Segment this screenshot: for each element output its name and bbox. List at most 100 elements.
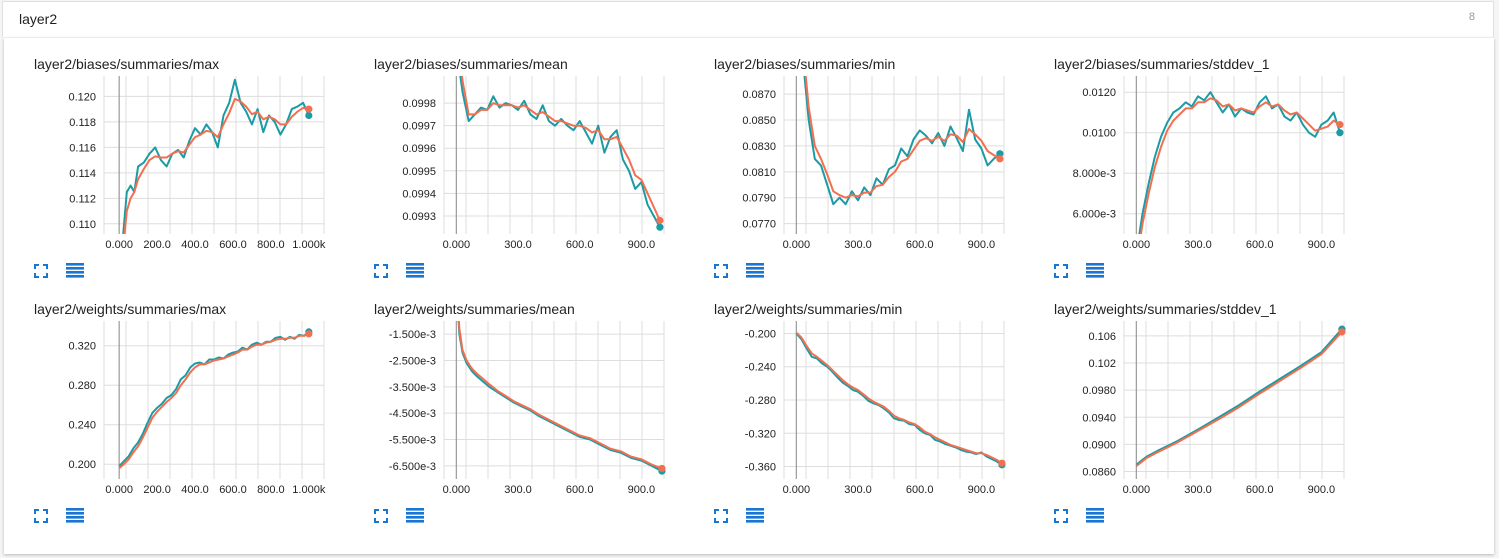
x-tick-label: 300.0 bbox=[844, 484, 872, 496]
chart-title: layer2/weights/summaries/mean bbox=[374, 301, 575, 317]
y-tick-label: 0.0810 bbox=[742, 167, 776, 179]
line-chart[interactable]: -6.500e-3 -5.500e-3 -4.500e-3 -3.500e-3 -2.5… bbox=[344, 321, 674, 501]
line-chart[interactable]: 0.0860 0.0900 0.0940 0.0980 0.102 0.106 0.000 3… bbox=[1024, 321, 1354, 501]
raw-series-line bbox=[457, 321, 663, 472]
fullscreen-icon[interactable] bbox=[374, 509, 388, 523]
x-tick-label: 800.0 bbox=[257, 484, 285, 496]
raw-series-line bbox=[1138, 91, 1341, 234]
smoothed-series-endpoint bbox=[996, 155, 1004, 163]
y-tick-label: 0.320 bbox=[68, 341, 96, 353]
y-tick-label: 0.240 bbox=[68, 420, 96, 432]
raw-series-line bbox=[122, 78, 310, 234]
y-tick-label: 0.0995 bbox=[402, 166, 436, 178]
grid bbox=[103, 321, 325, 479]
x-tick-label: 600.0 bbox=[219, 239, 247, 251]
x-tick-label: 600.0 bbox=[1246, 239, 1274, 251]
x-tick-label: 0.000 bbox=[443, 484, 471, 496]
x-tick-label: 200.0 bbox=[143, 484, 171, 496]
charts-panel: layer2/biases/summaries/max 0.110 0.112 0.1… bbox=[4, 38, 1494, 554]
chart-card: layer2/weights/summaries/max 0.200 0.240 0.… bbox=[4, 283, 334, 523]
x-tick-label: 600.0 bbox=[1246, 484, 1274, 496]
x-tick-label: 300.0 bbox=[504, 484, 532, 496]
y-tick-label: 0.200 bbox=[68, 459, 96, 471]
y-tick-label: -0.360 bbox=[745, 462, 776, 474]
chart-title: layer2/weights/summaries/min bbox=[714, 301, 903, 317]
y-tick-label: 0.120 bbox=[68, 91, 96, 103]
x-tick-label: 600.0 bbox=[906, 239, 934, 251]
data-table-icon[interactable] bbox=[746, 263, 764, 278]
smoothed-series-line bbox=[457, 321, 663, 470]
smoothed-series-endpoint bbox=[656, 216, 664, 225]
line-chart[interactable]: 0.110 0.112 0.114 0.116 0.118 0.120 0.000 200.0… bbox=[4, 76, 334, 256]
fullscreen-icon[interactable] bbox=[374, 264, 388, 278]
line-chart[interactable]: 6.000e-3 8.000e-3 0.0100 0.0120 0.000 300.0 60… bbox=[1024, 76, 1354, 256]
grid bbox=[783, 76, 1005, 234]
grid bbox=[1123, 321, 1345, 479]
x-tick-label: 600.0 bbox=[219, 484, 247, 496]
chart-title: layer2/weights/summaries/stddev_1 bbox=[1054, 301, 1277, 317]
grid bbox=[443, 76, 665, 234]
raw-series-line bbox=[795, 332, 1003, 466]
line-chart[interactable]: -0.360 -0.320 -0.280 -0.240 -0.200 0.000 300.0… bbox=[684, 321, 1014, 501]
x-tick-label: 900.0 bbox=[968, 239, 996, 251]
y-tick-label: 0.0860 bbox=[1082, 467, 1116, 479]
y-tick-label: 0.116 bbox=[69, 142, 96, 154]
data-table-icon[interactable] bbox=[66, 508, 84, 523]
fullscreen-icon[interactable] bbox=[714, 264, 728, 278]
y-tick-label: 0.280 bbox=[68, 380, 96, 392]
y-tick-label: -3.500e-3 bbox=[389, 382, 436, 394]
fullscreen-icon[interactable] bbox=[1054, 509, 1068, 523]
fullscreen-icon[interactable] bbox=[1054, 264, 1068, 278]
y-tick-label: -0.280 bbox=[745, 395, 776, 407]
x-tick-label: 900.0 bbox=[628, 484, 656, 496]
smoothed-series-line bbox=[460, 76, 661, 221]
line-chart[interactable]: 0.0993 0.0994 0.0995 0.0996 0.0997 0.0998 0.00… bbox=[344, 76, 674, 256]
x-tick-label: 600.0 bbox=[566, 239, 594, 251]
chart-card: layer2/biases/summaries/min 0.0770 0.0790 0… bbox=[684, 38, 1014, 278]
x-tick-label: 600.0 bbox=[566, 484, 594, 496]
smoothed-series-endpoint bbox=[305, 105, 313, 113]
raw-series-endpoint bbox=[656, 223, 664, 231]
x-tick-label: 900.0 bbox=[628, 239, 656, 251]
line-chart[interactable]: 0.0770 0.0790 0.0810 0.0830 0.0850 0.0870 0.00… bbox=[684, 76, 1014, 256]
y-tick-label: -6.500e-3 bbox=[389, 461, 436, 473]
y-tick-label: -0.320 bbox=[745, 428, 776, 440]
x-tick-label: 900.0 bbox=[1308, 239, 1336, 251]
raw-series-line bbox=[1135, 328, 1343, 466]
data-table-icon[interactable] bbox=[746, 508, 764, 523]
smoothed-series-endpoint bbox=[305, 330, 313, 338]
chart-title: layer2/biases/summaries/max bbox=[34, 56, 220, 72]
chart-card: layer2/weights/summaries/min -0.360 -0.320… bbox=[684, 283, 1014, 523]
x-tick-label: 200.0 bbox=[143, 239, 171, 251]
x-tick-label: 0.000 bbox=[783, 484, 811, 496]
fullscreen-icon[interactable] bbox=[34, 264, 48, 278]
y-tick-label: 0.0830 bbox=[742, 141, 776, 153]
group-header[interactable]: layer2 8 bbox=[2, 1, 1494, 37]
x-tick-label: 800.0 bbox=[257, 239, 285, 251]
data-table-icon[interactable] bbox=[1086, 508, 1104, 523]
raw-series-endpoint bbox=[305, 111, 313, 120]
y-tick-label: 0.110 bbox=[69, 219, 96, 231]
x-tick-label: 0.000 bbox=[1123, 484, 1151, 496]
chart-card: layer2/biases/summaries/stddev_1 6.000e-3… bbox=[1024, 38, 1354, 278]
fullscreen-icon[interactable] bbox=[714, 509, 728, 523]
y-tick-label: 0.0100 bbox=[1082, 128, 1116, 140]
y-tick-label: 0.0850 bbox=[742, 115, 776, 127]
smoothed-series-line bbox=[804, 76, 1001, 199]
chart-title: layer2/weights/summaries/max bbox=[34, 301, 227, 317]
smoothed-series-endpoint bbox=[1338, 328, 1346, 336]
data-table-icon[interactable] bbox=[406, 508, 424, 523]
line-chart[interactable]: 0.200 0.240 0.280 0.320 0.000 200.0 400.0 600.0… bbox=[4, 321, 334, 501]
y-tick-label: 0.0900 bbox=[1082, 439, 1116, 451]
y-tick-label: 0.0980 bbox=[1082, 385, 1116, 397]
data-table-icon[interactable] bbox=[406, 263, 424, 278]
smoothed-series-endpoint bbox=[998, 459, 1006, 467]
fullscreen-icon[interactable] bbox=[34, 509, 48, 523]
y-tick-label: -2.500e-3 bbox=[389, 356, 436, 368]
y-tick-label: 0.0870 bbox=[742, 89, 776, 101]
data-table-icon[interactable] bbox=[1086, 263, 1104, 278]
data-table-icon[interactable] bbox=[66, 263, 84, 278]
grid bbox=[1123, 76, 1345, 234]
raw-series-endpoint bbox=[996, 150, 1004, 158]
x-tick-label: 900.0 bbox=[1308, 484, 1336, 496]
